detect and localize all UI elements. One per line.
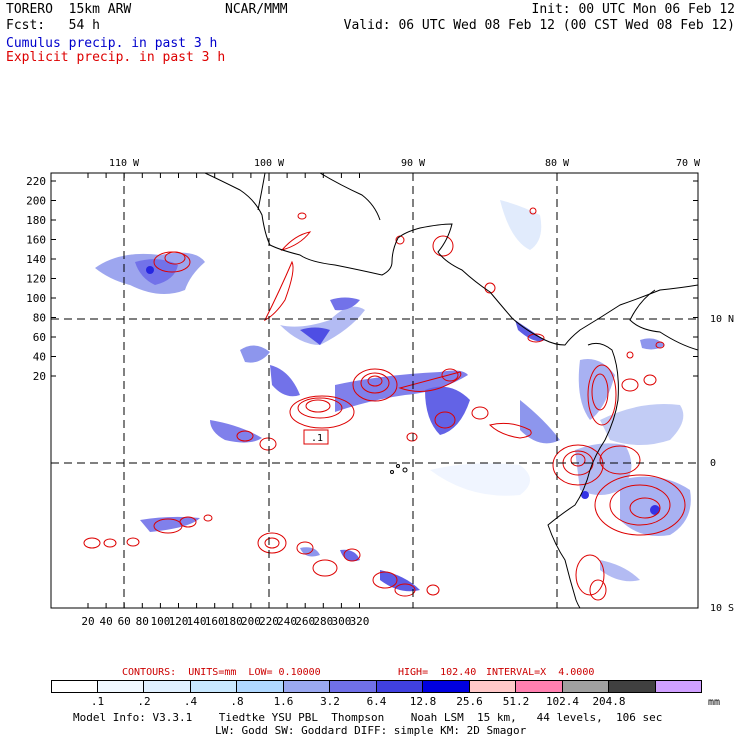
x-tick-label: 40	[99, 615, 112, 628]
y-tick-label: 40	[33, 351, 46, 364]
colorbar-swatch	[144, 680, 191, 693]
x-tick-label: 260	[295, 615, 315, 628]
colorbar-tick-label: .1	[90, 695, 105, 708]
y-tick-label: 200	[26, 195, 46, 208]
longitude-label: 80 W	[545, 158, 570, 169]
colorbar-swatch	[51, 680, 98, 693]
colorbar-swatch	[516, 680, 563, 693]
y-tick-label: 100	[26, 292, 46, 305]
colorbar-swatch	[609, 680, 656, 693]
latitude-label: 10 N	[710, 314, 734, 325]
colorbar-swatch	[283, 680, 330, 693]
x-tick-label: 80	[136, 615, 149, 628]
model-info: Model Info: V3.3.1 Tiedtke YSU PBL Thomp…	[73, 711, 663, 724]
colorbar-tick-label: 51.2	[502, 695, 530, 708]
colorbar-swatch	[330, 680, 377, 693]
colorbar-frame	[51, 680, 702, 693]
longitude-label: 70 W	[676, 158, 701, 169]
colorbar-swatch	[190, 680, 237, 693]
latitude-label: 10 S	[710, 603, 734, 614]
colorbar-tick-label: 6.4	[366, 695, 387, 708]
colorbar-swatch	[562, 680, 609, 693]
colorbar-tick-label: .8	[230, 695, 244, 708]
cumulus-precip-areas	[95, 200, 691, 592]
x-tick-label: 300	[331, 615, 351, 628]
colorbar-swatch	[97, 680, 144, 693]
explicit-legend: Explicit precip. in past 3 h	[6, 50, 226, 65]
y-tick-label: 220	[26, 175, 46, 188]
y-tick-label: 160	[26, 234, 46, 247]
model-title: TORERO 15km ARW	[6, 2, 132, 17]
x-tick-label: 320	[350, 615, 370, 628]
y-tick-label: 140	[26, 253, 46, 266]
center-label: NCAR/MMM	[225, 2, 288, 17]
x-tick-label: 180	[223, 615, 243, 628]
colorbar-tick-label: .2	[137, 695, 151, 708]
x-tick-label: 240	[277, 615, 297, 628]
colorbar-tick-label: .4	[183, 695, 198, 708]
colorbar-tick-label: 1.6	[273, 695, 294, 708]
longitude-label: 90 W	[401, 158, 426, 169]
cumulus-legend: Cumulus precip. in past 3 h	[6, 36, 218, 51]
colorbar-tick-label: 3.2	[320, 695, 340, 708]
colorbar-tick-label: 12.8	[409, 695, 437, 708]
longitude-label: 110 W	[109, 158, 140, 169]
colorbar-swatch	[237, 680, 284, 693]
init-time: Init: 00 UTC Mon 06 Feb 12	[531, 2, 736, 17]
y-tick-label: 180	[26, 214, 46, 227]
plot-frame	[50, 172, 699, 609]
x-tick-label: 100	[150, 615, 170, 628]
x-tick-label: 160	[205, 615, 225, 628]
y-tick-label: 60	[33, 331, 46, 344]
contour-label: .1	[311, 433, 323, 444]
x-tick-label: 20	[81, 615, 94, 628]
explicit-precip-contours	[83, 207, 686, 601]
y-tick-label: 20	[33, 370, 46, 383]
longitude-label: 100 W	[254, 158, 285, 169]
x-tick-label: 200	[241, 615, 261, 628]
colorbar-swatch	[423, 680, 470, 693]
coastlines	[204, 173, 698, 608]
contours-interval: INTERVAL=X 4.0000	[486, 667, 595, 678]
colorbar-unit: mm	[708, 697, 721, 708]
y-tick-label: 120	[26, 273, 46, 286]
x-tick-label: 60	[118, 615, 131, 628]
x-tick-label: 140	[187, 615, 207, 628]
physics-info: LW: Godd SW: Goddard DIFF: simple KM: 2D…	[215, 724, 527, 737]
colorbar-swatch	[469, 680, 516, 693]
x-tick-label: 120	[169, 615, 189, 628]
valid-time: Valid: 06 UTC Wed 08 Feb 12 (00 CST Wed …	[343, 18, 735, 33]
colorbar-tick-label: 25.6	[456, 695, 483, 708]
latitude-label: 0	[710, 458, 716, 469]
colorbar-swatch	[376, 680, 423, 693]
forecast-hour: Fcst: 54 h	[6, 18, 100, 33]
contours-units: CONTOURS: UNITS=mm LOW= 0.10000	[122, 667, 321, 678]
x-tick-label: 220	[259, 615, 279, 628]
colorbar-tick-label: 102.4	[545, 695, 580, 708]
colorbar-tick-label: 204.8	[592, 695, 626, 708]
y-tick-label: 80	[33, 312, 46, 325]
x-tick-label: 280	[313, 615, 333, 628]
graticule	[51, 173, 698, 608]
contours-high: HIGH= 102.40	[398, 667, 477, 678]
